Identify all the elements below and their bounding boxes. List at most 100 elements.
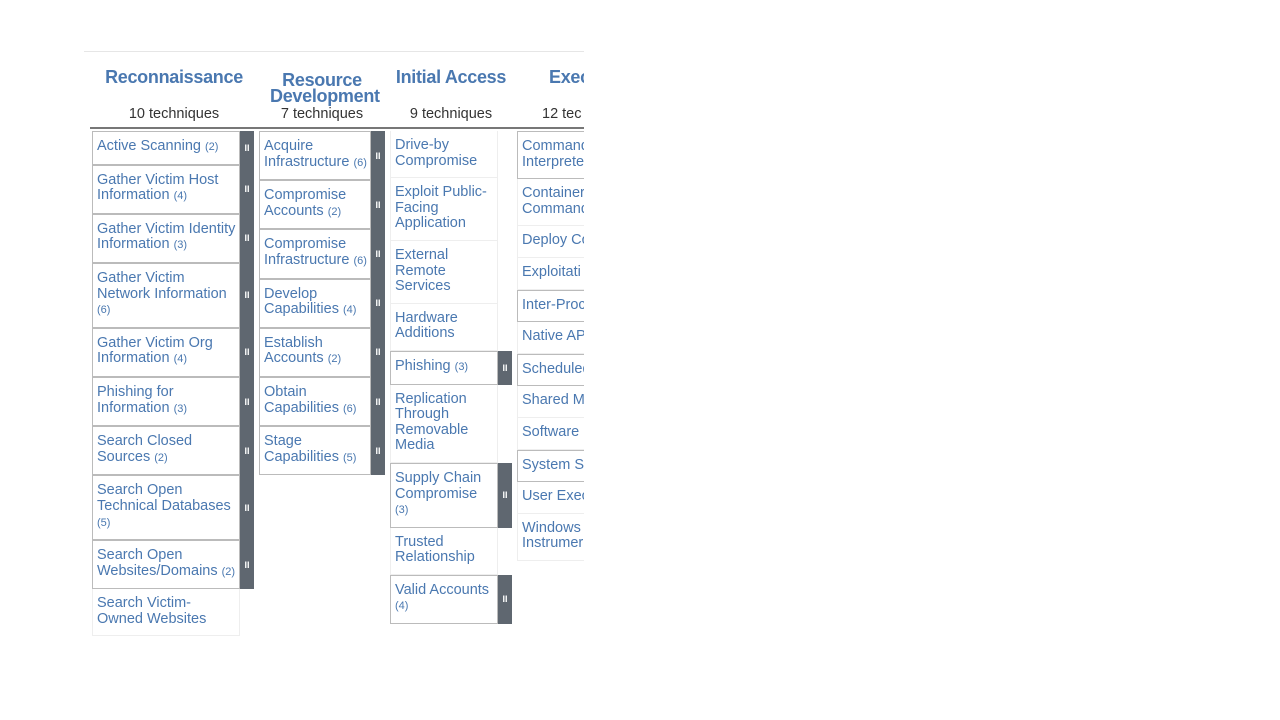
expand-subtechniques-handle[interactable]: II [498,574,512,625]
technique-cell[interactable]: Search Victim-Owned Websites [92,589,240,637]
technique-cell[interactable]: Supply Chain Compromise (3) [390,462,498,528]
spacer [498,304,512,351]
tactic-name[interactable]: Resource Development [270,70,380,106]
subtechnique-count: (6) [97,304,111,317]
technique-row: Gather Victim Network Information (6) II [92,262,254,328]
expand-subtechniques-handle[interactable]: II [240,164,254,214]
technique-cell[interactable]: Scheduled Task/Job [517,353,584,387]
technique-cell[interactable]: Develop Capabilities (4) [259,278,371,328]
technique-cell[interactable]: Compromise Accounts (2) [259,180,371,230]
technique-cell[interactable]: Active Scanning (2) [92,131,240,165]
technique-row: System Services ( [517,449,584,483]
expand-subtechniques-handle[interactable]: II [371,131,385,181]
technique-cell[interactable]: User Exec [517,482,584,514]
technique-count: 7 techniques [280,106,364,122]
technique-cell[interactable]: Replication Through Removable Media [390,384,498,463]
technique-row: Windows Managem Instrumer [517,513,584,561]
subtechnique-count: (5) [343,451,357,464]
technique-row: Search Victim-Owned Websites [92,589,254,637]
expand-subtechniques-handle[interactable]: II [240,327,254,377]
tactic-name[interactable]: Initial Access [395,67,507,87]
technique-name: Compromise Accounts [264,187,347,219]
technique-cell[interactable]: Exploitati Client Exe [517,257,584,290]
technique-name: System Services ( [522,456,584,473]
technique-name: Supply Chain Compromise [395,469,482,502]
technique-list: Drive-by Compromise Exploit Public-Facing… [390,131,512,625]
technique-cell[interactable]: Command Scripting Interprete [517,131,584,180]
expand-subtechniques-handle[interactable]: II [240,213,254,263]
technique-cell[interactable]: Gather Victim Network Information (6) [92,262,240,328]
technique-cell[interactable]: Obtain Capabilities (6) [259,376,371,427]
technique-cell[interactable]: Inter-Proc Communi [517,289,584,323]
technique-cell[interactable]: Phishing for Information (3) [92,376,240,427]
expand-subtechniques-handle[interactable]: II [371,278,385,328]
subtechnique-count: (3) [173,402,188,415]
expand-subtechniques-handle[interactable]: II [371,327,385,377]
technique-row: Command Scripting Interprete [517,131,584,180]
technique-row: Search Closed Sources (2) II [92,426,254,476]
technique-cell[interactable]: Shared M [517,386,584,418]
technique-cell[interactable]: Drive-by Compromise [390,131,498,179]
technique-name: Scheduled Task/Job [522,360,584,377]
expand-subtechniques-handle[interactable]: II [240,540,254,590]
technique-cell[interactable]: Native AP [517,322,584,354]
subtechnique-count: (3) [395,504,409,517]
expand-subtechniques-handle[interactable]: II [240,376,254,427]
technique-name: Gather Victim Org Information [97,334,213,367]
technique-cell[interactable]: Trusted Relationship [390,527,498,575]
technique-row: Trusted Relationship [390,527,512,575]
technique-cell[interactable]: Gather Victim Org Information (4) [92,327,240,377]
technique-cell[interactable]: Gather Victim Identity Information (3) [92,213,240,263]
technique-cell[interactable]: Gather Victim Host Information (4) [92,164,240,214]
subtechnique-count: (4) [343,304,357,317]
expand-subtechniques-handle[interactable]: II [371,426,385,476]
technique-cell[interactable]: Container Administr Command [517,179,584,227]
technique-name: Develop Capabilities [264,285,339,318]
technique-cell[interactable]: Valid Accounts (4) [390,574,498,625]
technique-row: Shared M [517,386,584,418]
subtechnique-count: (5) [97,516,111,529]
expand-subtechniques-handle[interactable]: II [240,426,254,476]
technique-cell[interactable]: Search Closed Sources (2) [92,426,240,476]
technique-cell[interactable]: External Remote Services [390,240,498,304]
technique-row: Valid Accounts (4) II [390,574,512,625]
subtechnique-count: (4) [173,190,188,203]
expand-subtechniques-handle[interactable]: II [240,475,254,541]
subtechnique-count: (6) [353,156,367,169]
technique-cell[interactable]: Windows Managem Instrumer [517,513,584,561]
technique-cell[interactable]: Phishing (3) [390,350,498,385]
technique-cell[interactable]: Search Open Technical Databases (5) [92,475,240,541]
technique-cell[interactable]: Compromise Infrastructure (6) [259,229,371,279]
expand-subtechniques-handle[interactable]: II [240,262,254,328]
tactic-header: Reconnaissance 10 techniques [84,52,264,127]
expand-subtechniques-handle[interactable]: II [498,350,512,385]
spacer [498,131,512,178]
technique-cell[interactable]: Software Deployme [517,417,584,450]
subtechnique-count: (2) [221,565,236,578]
technique-name: Exploit Public-Facing Application [395,184,487,232]
technique-cell[interactable]: Acquire Infrastructure (6) [259,131,371,181]
expand-subtechniques-handle[interactable]: II [371,229,385,279]
tactic-name[interactable]: Reconnaissance [105,67,243,87]
technique-cell[interactable]: Exploit Public-Facing Application [390,178,498,241]
technique-name: Acquire Infrastructure [264,138,350,170]
technique-name: Inter-Proc Communi [522,296,584,313]
expand-subtechniques-handle[interactable]: II [371,180,385,230]
technique-cell[interactable]: Establish Accounts (2) [259,327,371,377]
tactic-name[interactable]: Exec [549,67,584,87]
expand-subtechniques-handle[interactable]: II [371,376,385,427]
technique-cell[interactable]: Hardware Additions [390,303,498,351]
technique-name: Active Scanning [97,138,201,154]
technique-row: Drive-by Compromise [390,131,512,179]
technique-cell[interactable]: Stage Capabilities (5) [259,426,371,476]
technique-cell[interactable]: Deploy Co [517,226,584,258]
technique-count: 12 tec [542,106,582,122]
technique-row: Phishing for Information (3) II [92,376,254,427]
subtechnique-count: (6) [353,254,367,267]
subtechnique-count: (2) [154,451,168,464]
technique-cell[interactable]: Search Open Websites/Domains (2) [92,540,240,590]
technique-cell[interactable]: System Services ( [517,449,584,483]
expand-subtechniques-handle[interactable]: II [240,131,254,165]
expand-subtechniques-handle[interactable]: II [498,462,512,528]
technique-row: Compromise Accounts (2) II [259,180,385,230]
